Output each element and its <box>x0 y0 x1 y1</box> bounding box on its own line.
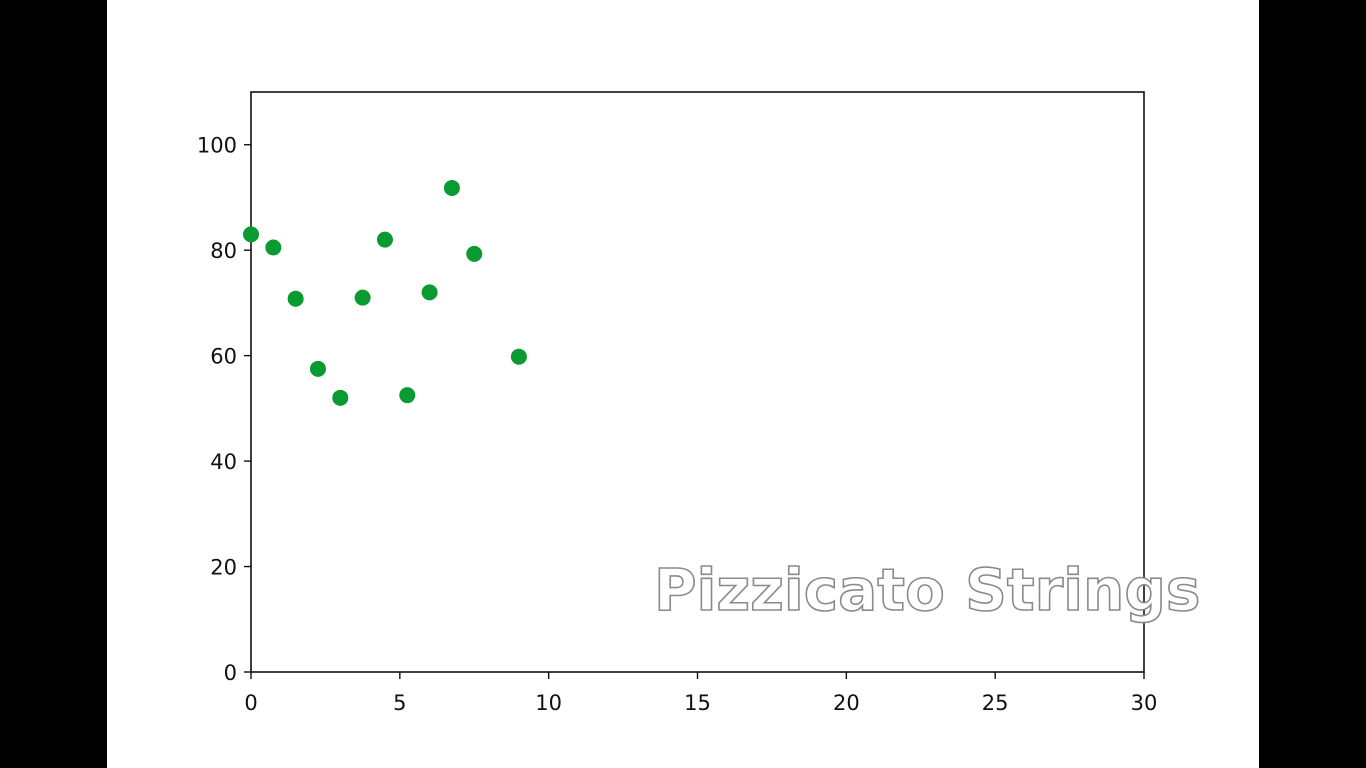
y-tick-label: 60 <box>210 345 237 369</box>
y-tick-label: 40 <box>210 450 237 474</box>
x-tick-label: 25 <box>982 691 1009 715</box>
data-point <box>421 284 438 301</box>
x-tick-label: 0 <box>244 691 257 715</box>
x-tick-label: 10 <box>535 691 562 715</box>
x-axis: 0 5 10 15 20 25 30 <box>244 672 1157 715</box>
letterbox-right <box>1259 0 1366 768</box>
data-point <box>265 239 282 256</box>
data-point <box>399 387 416 404</box>
data-points <box>243 179 527 406</box>
data-point <box>466 245 483 262</box>
y-tick-label: 0 <box>224 661 237 685</box>
data-point <box>354 289 371 306</box>
chart-canvas <box>107 0 1259 768</box>
data-point <box>443 179 460 196</box>
y-axis: 0 20 40 60 80 100 <box>197 134 251 685</box>
y-tick-label: 80 <box>210 239 237 263</box>
data-point <box>332 389 349 406</box>
watermark-text: Pizzicato Strings <box>654 556 1200 624</box>
y-tick-label: 100 <box>197 134 237 158</box>
data-point <box>243 226 259 243</box>
x-tick-label: 15 <box>684 691 711 715</box>
x-tick-label: 30 <box>1131 691 1158 715</box>
y-tick-label: 20 <box>210 556 237 580</box>
data-point <box>510 348 527 365</box>
data-point <box>376 231 393 248</box>
data-point <box>309 360 326 377</box>
data-point <box>287 290 304 307</box>
x-tick-label: 20 <box>833 691 860 715</box>
x-tick-label: 5 <box>393 691 406 715</box>
letterbox-left <box>0 0 107 768</box>
